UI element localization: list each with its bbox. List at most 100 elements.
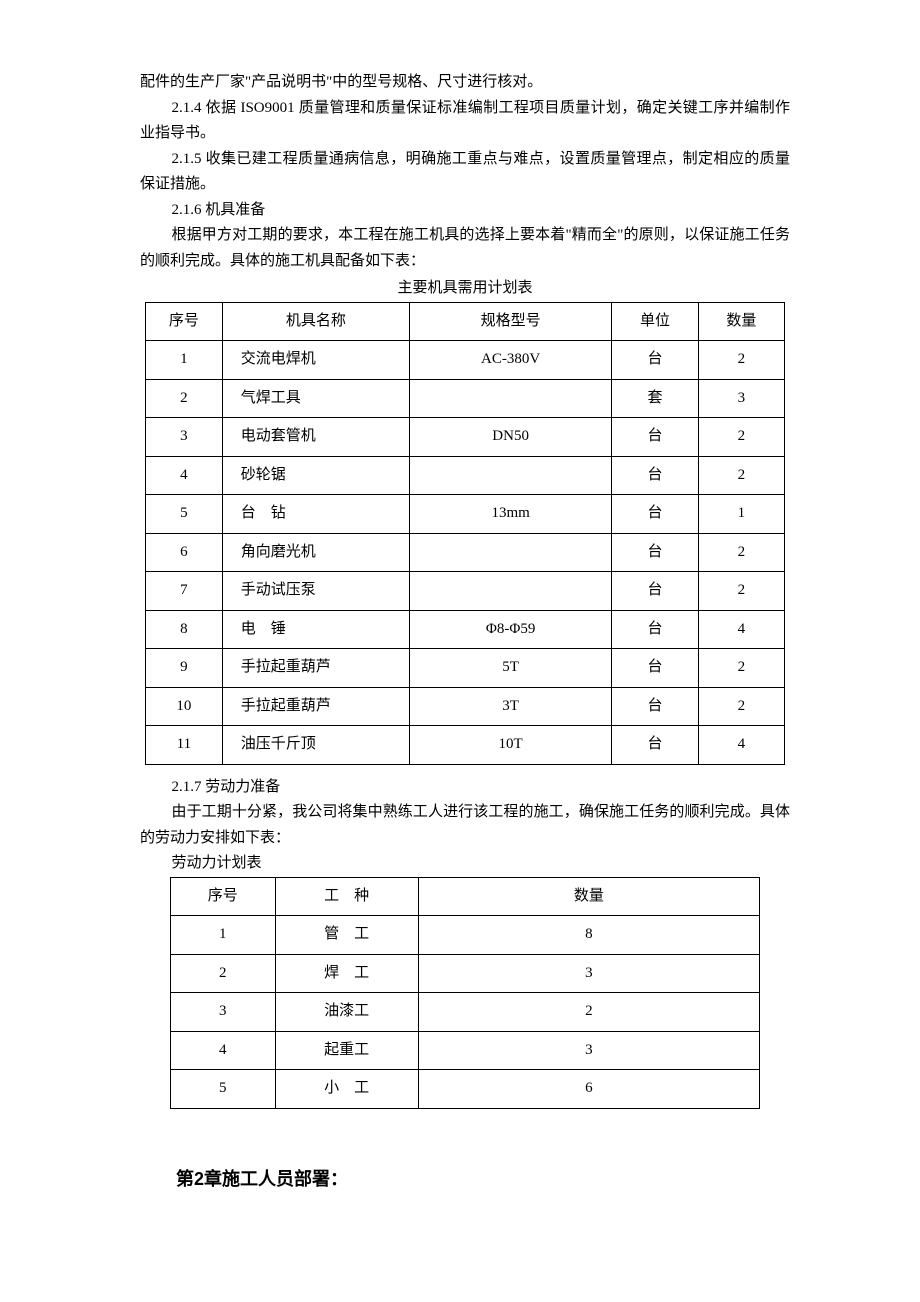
table-cell: 2 (698, 341, 784, 380)
table-row: 3电动套管机DN50台2 (146, 418, 785, 457)
table-cell: 油压千斤顶 (222, 726, 409, 765)
table-cell: 2 (171, 954, 276, 993)
paragraph: 由于工期十分紧，我公司将集中熟练工人进行该工程的施工，确保施工任务的顺利完成。具… (140, 800, 790, 851)
paragraph: 2.1.4 依据 ISO9001 质量管理和质量保证标准编制工程项目质量计划，确… (140, 96, 790, 147)
table-cell: 台 (612, 687, 698, 726)
table-cell: 2 (146, 379, 223, 418)
table-cell: 2 (698, 687, 784, 726)
table-cell: 2 (698, 533, 784, 572)
table-row: 1交流电焊机AC-380V台2 (146, 341, 785, 380)
table-cell: 台 (612, 341, 698, 380)
table-cell: 4 (698, 610, 784, 649)
table-header: 工 种 (275, 877, 418, 916)
table-row: 4砂轮锯台2 (146, 456, 785, 495)
chapter-title: 第2章施工人员部署： (140, 1164, 790, 1195)
table-cell (409, 456, 611, 495)
table-cell: 手动试压泵 (222, 572, 409, 611)
table-row: 8电 锤Φ8-Φ59台4 (146, 610, 785, 649)
table-cell: 4 (146, 456, 223, 495)
table-cell: 油漆工 (275, 993, 418, 1032)
table-cell: 交流电焊机 (222, 341, 409, 380)
table-cell: 2 (418, 993, 759, 1032)
table-row: 5台 钻13mm台1 (146, 495, 785, 534)
table-cell: 1 (171, 916, 276, 955)
table-cell: 电动套管机 (222, 418, 409, 457)
table-cell: 台 (612, 533, 698, 572)
table-row: 10手拉起重葫芦3T台2 (146, 687, 785, 726)
table-cell: 6 (146, 533, 223, 572)
table-row: 7手动试压泵 台2 (146, 572, 785, 611)
table-cell: 3 (418, 954, 759, 993)
table-cell: 砂轮锯 (222, 456, 409, 495)
table-cell: 6 (418, 1070, 759, 1109)
table-cell: 电 锤 (222, 610, 409, 649)
table-cell: 10 (146, 687, 223, 726)
table-cell: 角向磨光机 (222, 533, 409, 572)
table-header: 单位 (612, 302, 698, 341)
paragraph: 2.1.6 机具准备 (140, 198, 790, 224)
table-header: 数量 (418, 877, 759, 916)
table-cell: 2 (698, 572, 784, 611)
table-cell: 9 (146, 649, 223, 688)
table-cell: 3 (171, 993, 276, 1032)
table-row: 3油漆工2 (171, 993, 760, 1032)
table-cell: 3 (698, 379, 784, 418)
table-cell: 3T (409, 687, 611, 726)
table-cell: 5 (146, 495, 223, 534)
table-row: 6角向磨光机 台2 (146, 533, 785, 572)
table-cell: 5T (409, 649, 611, 688)
table-cell: AC-380V (409, 341, 611, 380)
table-header: 机具名称 (222, 302, 409, 341)
table-row: 2气焊工具 套3 (146, 379, 785, 418)
table-cell: 2 (698, 649, 784, 688)
table-cell: 小 工 (275, 1070, 418, 1109)
table-cell: 4 (171, 1031, 276, 1070)
table-cell (409, 572, 611, 611)
table-cell: 起重工 (275, 1031, 418, 1070)
labor-table: 序号 工 种 数量 1管 工82焊 工33油漆工24起重工35小 工6 (170, 877, 760, 1109)
table-cell (409, 533, 611, 572)
table-row: 1管 工8 (171, 916, 760, 955)
table-cell: 手拉起重葫芦 (222, 649, 409, 688)
table-cell: 台 (612, 610, 698, 649)
table-cell: 2 (698, 418, 784, 457)
table-cell: 1 (146, 341, 223, 380)
table-cell: 3 (418, 1031, 759, 1070)
table-caption: 劳动力计划表 (140, 851, 790, 877)
table-cell: 台 (612, 726, 698, 765)
table-header: 序号 (146, 302, 223, 341)
table-header: 规格型号 (409, 302, 611, 341)
table-cell: 7 (146, 572, 223, 611)
table-cell: 8 (146, 610, 223, 649)
table-header: 数量 (698, 302, 784, 341)
table-cell: 13mm (409, 495, 611, 534)
table-cell: 8 (418, 916, 759, 955)
table-cell: 1 (698, 495, 784, 534)
table-caption: 主要机具需用计划表 (140, 276, 790, 302)
paragraph: 根据甲方对工期的要求，本工程在施工机具的选择上要本着"精而全"的原则，以保证施工… (140, 223, 790, 274)
table-row: 9手拉起重葫芦5T台2 (146, 649, 785, 688)
paragraph: 2.1.5 收集已建工程质量通病信息，明确施工重点与难点，设置质量管理点，制定相… (140, 147, 790, 198)
table-cell: 4 (698, 726, 784, 765)
table-cell (409, 379, 611, 418)
table-cell: 台 (612, 572, 698, 611)
table-cell: 套 (612, 379, 698, 418)
table-header-row: 序号 工 种 数量 (171, 877, 760, 916)
table-cell: 11 (146, 726, 223, 765)
table-cell: 3 (146, 418, 223, 457)
paragraph: 2.1.7 劳动力准备 (140, 775, 790, 801)
table-row: 2焊 工3 (171, 954, 760, 993)
table-cell: 台 (612, 649, 698, 688)
table-cell: 台 钻 (222, 495, 409, 534)
table-row: 11油压千斤顶10T台4 (146, 726, 785, 765)
table-cell: 气焊工具 (222, 379, 409, 418)
table-row: 4起重工3 (171, 1031, 760, 1070)
table-cell: 焊 工 (275, 954, 418, 993)
document-page: 配件的生产厂家"产品说明书"中的型号规格、尺寸进行核对。 2.1.4 依据 IS… (0, 0, 920, 1254)
table-cell: 台 (612, 495, 698, 534)
table-cell: DN50 (409, 418, 611, 457)
table-header-row: 序号 机具名称 规格型号 单位 数量 (146, 302, 785, 341)
table-cell: 台 (612, 418, 698, 457)
table-cell: 手拉起重葫芦 (222, 687, 409, 726)
table-cell: Φ8-Φ59 (409, 610, 611, 649)
